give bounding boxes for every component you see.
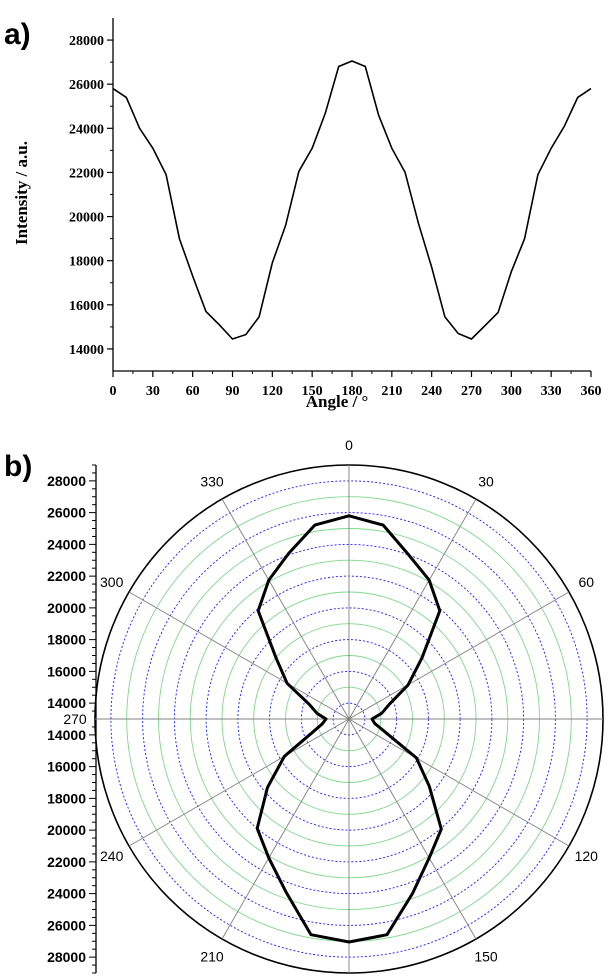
y-tick-label: 22000 [69, 166, 104, 181]
radial-tick-label: 28000 [47, 473, 86, 489]
radial-tick-label: 20000 [47, 822, 86, 838]
polar-spoke [348, 498, 477, 720]
x-tick-label: 30 [146, 384, 160, 399]
radial-tick-label: 16000 [47, 663, 86, 679]
x-tick-label: 360 [581, 384, 602, 399]
angle-label: 330 [200, 474, 224, 490]
polar-spoke [348, 718, 570, 847]
angle-label: 270 [63, 711, 87, 727]
panel-a-x-ticks: 0 30 60 90 120 150 180 210 240 270 300 330 360 [110, 371, 602, 399]
angle-label: 0 [345, 437, 353, 453]
radial-tick-label: 14000 [47, 727, 86, 743]
y-tick-label: 14000 [69, 343, 104, 358]
panel-b-polar-intensity-line [255, 514, 443, 944]
angle-label: 150 [474, 948, 498, 964]
panel-a-axes [112, 18, 591, 372]
radial-tick-label: 26000 [47, 505, 86, 521]
polar-spoke [128, 591, 350, 720]
x-tick-label: 120 [262, 384, 283, 399]
panel-b-label: b) [4, 450, 32, 483]
radial-tick-label: 20000 [47, 600, 86, 616]
angle-label: 300 [100, 574, 124, 590]
panel-b-radial-axis: 28000 26000 24000 22000 20000 18000 16000 14000… [47, 464, 97, 974]
panel-a-intensity-line [112, 60, 592, 340]
x-tick-label: 150 [302, 384, 323, 399]
radial-tick-label: 18000 [47, 790, 86, 806]
radial-tick-label: 24000 [47, 536, 86, 552]
polar-spoke [221, 718, 350, 940]
y-tick-label: 26000 [69, 78, 104, 93]
polar-spoke [221, 498, 350, 720]
angle-label: 120 [575, 848, 599, 864]
x-tick-label: 90 [226, 384, 240, 399]
y-tick-label: 24000 [69, 122, 104, 137]
angle-label: 30 [478, 474, 494, 490]
radial-tick-label: 16000 [47, 759, 86, 775]
y-tick-label: 20000 [69, 211, 104, 226]
angle-label: 240 [100, 848, 124, 864]
panel-a-y-axis-label: Intensity / a.u. [12, 141, 31, 245]
x-tick-label: 0 [110, 384, 117, 399]
panel-a-x-axis-label: Angle / ° [306, 392, 369, 411]
y-tick-label: 18000 [69, 255, 104, 270]
polar-spoke [128, 718, 350, 847]
polar-spoke [348, 591, 570, 720]
x-tick-label: 270 [461, 384, 482, 399]
panel-a-y-ticks: 14000 16000 18000 20000 22000 24000 26000 28000 [69, 34, 113, 358]
radial-tick-label: 28000 [47, 949, 86, 965]
angle-label: 210 [200, 948, 224, 964]
radial-tick-label: 26000 [47, 917, 86, 933]
radial-tick-label: 24000 [47, 886, 86, 902]
x-tick-label: 210 [381, 384, 402, 399]
x-tick-label: 180 [342, 384, 363, 399]
y-tick-label: 28000 [69, 34, 104, 49]
radial-tick-label: 14000 [47, 695, 86, 711]
x-tick-label: 240 [421, 384, 442, 399]
x-tick-label: 330 [541, 384, 562, 399]
radial-tick-label: 22000 [47, 568, 86, 584]
polar-spoke [348, 718, 477, 940]
panel-a-label: a) [4, 18, 31, 51]
x-tick-label: 60 [186, 384, 200, 399]
angle-label: 60 [579, 574, 595, 590]
radial-tick-label: 18000 [47, 632, 86, 648]
panel-b-polar-grid [94, 464, 604, 974]
radial-tick-label: 22000 [47, 854, 86, 870]
y-tick-label: 16000 [69, 299, 104, 314]
x-tick-label: 300 [501, 384, 522, 399]
